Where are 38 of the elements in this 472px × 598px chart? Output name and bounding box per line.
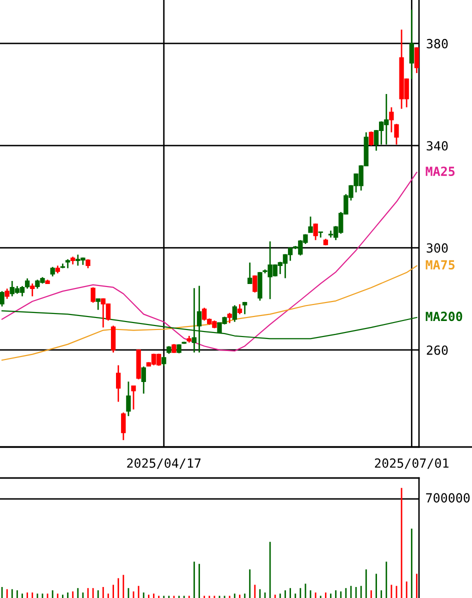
candlestick: [252, 274, 258, 294]
candlestick: [50, 266, 55, 278]
series-label: MA200: [426, 312, 462, 322]
y-tick-label: 380: [426, 38, 448, 48]
line-series: [1, 265, 418, 361]
y-tick-label: 300: [426, 243, 448, 253]
candlestick: [414, 46, 419, 74]
y-tick-label: 340: [426, 141, 448, 151]
candlestick: [96, 298, 100, 311]
candlestick: [121, 412, 126, 441]
candlestick: [116, 364, 121, 402]
candlestick: [141, 366, 146, 394]
candlestick: [90, 286, 96, 304]
candlestick: [368, 130, 374, 146]
candlestick: [126, 380, 131, 417]
candlestick: [162, 356, 166, 367]
candlestick: [409, 9, 414, 80]
candlestick: [313, 222, 318, 241]
candlestick: [131, 385, 136, 410]
candlestick: [308, 216, 313, 234]
x-tick-label: 2025/07/01: [374, 458, 448, 469]
candlestick: [394, 123, 399, 146]
candlestick: [389, 106, 394, 134]
candlestick: [30, 282, 35, 297]
x-tick-label: 2025/04/17: [127, 458, 201, 469]
candlestick: [247, 262, 252, 284]
candlestick: [0, 290, 4, 308]
line-series: [1, 172, 418, 352]
candlestick: [237, 304, 242, 315]
candlestick: [242, 301, 248, 315]
series-label: MA75: [426, 260, 455, 270]
candlestick: [227, 312, 232, 324]
y-tick-label: 260: [426, 345, 448, 355]
text: 700000: [426, 493, 470, 503]
candlestick: [4, 288, 10, 300]
candlestick: [232, 304, 237, 323]
candlestick: [110, 324, 116, 354]
series-label: MA25: [426, 166, 455, 176]
